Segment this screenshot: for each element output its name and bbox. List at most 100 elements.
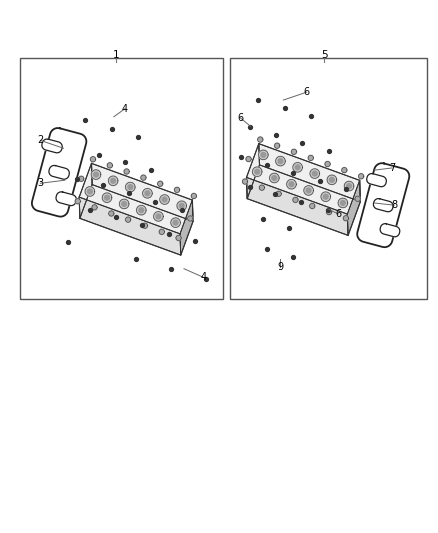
- Polygon shape: [142, 223, 148, 228]
- Polygon shape: [174, 187, 180, 192]
- Polygon shape: [310, 204, 315, 208]
- Polygon shape: [325, 161, 330, 167]
- Polygon shape: [156, 214, 161, 219]
- Polygon shape: [295, 165, 300, 169]
- Polygon shape: [122, 201, 127, 206]
- Polygon shape: [312, 171, 317, 176]
- Polygon shape: [367, 174, 386, 187]
- Polygon shape: [79, 197, 181, 255]
- Polygon shape: [259, 185, 265, 190]
- Polygon shape: [109, 211, 114, 216]
- Polygon shape: [94, 172, 99, 177]
- Text: 8: 8: [391, 200, 397, 210]
- Polygon shape: [321, 192, 331, 201]
- Polygon shape: [158, 181, 163, 187]
- Polygon shape: [359, 174, 364, 179]
- Polygon shape: [49, 165, 69, 179]
- Polygon shape: [291, 149, 297, 155]
- Polygon shape: [137, 205, 146, 215]
- Polygon shape: [275, 143, 280, 148]
- Polygon shape: [128, 184, 133, 189]
- Polygon shape: [247, 177, 348, 236]
- Polygon shape: [344, 181, 354, 191]
- Polygon shape: [247, 165, 360, 236]
- Polygon shape: [287, 180, 296, 189]
- Polygon shape: [338, 198, 348, 208]
- Polygon shape: [293, 163, 302, 172]
- Polygon shape: [111, 179, 116, 183]
- Polygon shape: [246, 156, 251, 161]
- Polygon shape: [79, 164, 92, 219]
- Polygon shape: [176, 236, 181, 240]
- Text: 4: 4: [201, 272, 207, 282]
- Polygon shape: [289, 182, 294, 187]
- Polygon shape: [355, 196, 360, 201]
- Polygon shape: [90, 157, 95, 162]
- Polygon shape: [92, 164, 193, 221]
- Polygon shape: [343, 216, 349, 221]
- Polygon shape: [380, 224, 400, 237]
- Text: 4: 4: [122, 104, 128, 114]
- Polygon shape: [259, 144, 360, 201]
- Polygon shape: [327, 175, 337, 184]
- Polygon shape: [346, 184, 351, 189]
- Polygon shape: [120, 199, 129, 209]
- Text: 6: 6: [335, 209, 341, 219]
- Polygon shape: [141, 175, 146, 180]
- Polygon shape: [326, 209, 332, 215]
- Text: 7: 7: [389, 163, 395, 173]
- Polygon shape: [272, 175, 277, 180]
- Polygon shape: [252, 167, 262, 176]
- Polygon shape: [56, 192, 76, 206]
- Polygon shape: [276, 156, 285, 166]
- Polygon shape: [306, 188, 311, 193]
- Polygon shape: [173, 220, 178, 225]
- Polygon shape: [85, 187, 95, 196]
- Polygon shape: [374, 199, 393, 212]
- Polygon shape: [79, 164, 192, 234]
- Polygon shape: [107, 163, 113, 168]
- Polygon shape: [304, 185, 314, 195]
- Text: 9: 9: [277, 262, 283, 271]
- Text: 6: 6: [237, 112, 243, 123]
- Text: 6: 6: [304, 87, 310, 97]
- Text: 2: 2: [37, 135, 43, 146]
- Polygon shape: [258, 137, 263, 142]
- Polygon shape: [105, 195, 110, 200]
- Polygon shape: [340, 200, 345, 205]
- Polygon shape: [91, 170, 101, 180]
- Polygon shape: [160, 195, 170, 204]
- Polygon shape: [258, 150, 268, 160]
- Polygon shape: [154, 212, 163, 221]
- Polygon shape: [179, 204, 184, 208]
- Polygon shape: [124, 169, 129, 174]
- Bar: [20, 59, 223, 300]
- Polygon shape: [171, 218, 180, 228]
- Polygon shape: [188, 216, 193, 221]
- Polygon shape: [143, 189, 152, 198]
- Polygon shape: [180, 200, 193, 255]
- Text: 3: 3: [37, 178, 43, 188]
- Text: 5: 5: [321, 51, 328, 60]
- Text: 1: 1: [113, 51, 120, 60]
- Polygon shape: [145, 191, 150, 196]
- Polygon shape: [42, 139, 62, 153]
- Polygon shape: [75, 199, 80, 204]
- Polygon shape: [92, 205, 97, 210]
- Polygon shape: [139, 208, 144, 213]
- Polygon shape: [32, 128, 86, 216]
- Polygon shape: [247, 144, 360, 214]
- Polygon shape: [126, 217, 131, 222]
- Polygon shape: [276, 191, 281, 196]
- Polygon shape: [255, 169, 260, 174]
- Bar: [230, 59, 427, 300]
- Polygon shape: [102, 193, 112, 203]
- Polygon shape: [310, 169, 320, 179]
- Polygon shape: [308, 155, 313, 160]
- Polygon shape: [108, 176, 118, 185]
- Polygon shape: [342, 167, 347, 173]
- Polygon shape: [79, 176, 84, 181]
- Polygon shape: [293, 197, 298, 203]
- Polygon shape: [191, 193, 197, 199]
- Polygon shape: [357, 163, 409, 247]
